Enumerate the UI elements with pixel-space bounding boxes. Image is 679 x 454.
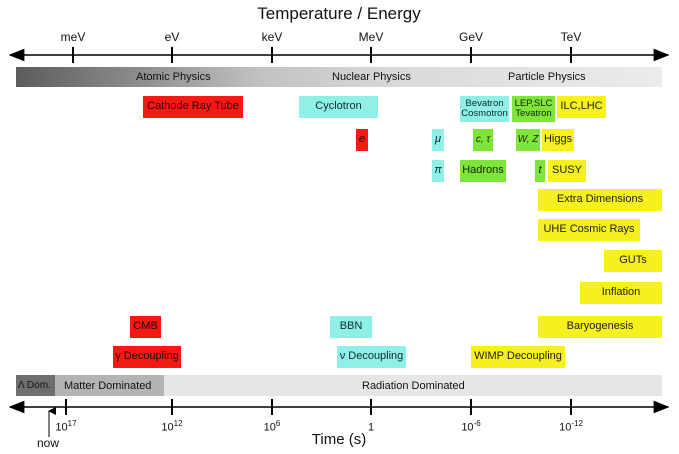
matter-dominated-label: Matter Dominated	[64, 379, 152, 392]
w-z-box: W, Z	[516, 129, 540, 151]
time-tick-1e-12: 10-12	[559, 419, 583, 434]
guts-box: GUTs	[604, 250, 662, 272]
electron-box: e	[356, 129, 368, 151]
radiation-dominated-band	[164, 375, 662, 396]
higgs-box: Higgs	[542, 129, 574, 151]
time-tick-1e17: 1017	[55, 419, 77, 434]
bbn-box: BBN	[330, 316, 372, 338]
muon-box: μ	[432, 129, 444, 151]
extra-dimensions-box: Extra Dimensions	[538, 189, 662, 211]
lambda-dominated-label: Λ Dom.	[18, 380, 51, 391]
inflation-box: Inflation	[580, 282, 662, 304]
bottom-axis-ticks	[65, 399, 572, 415]
bevatron-label: Bevatron	[465, 98, 504, 110]
tick-label-gev: GeV	[458, 30, 484, 44]
wimp-decoupling-box: WIMP Decoupling	[471, 346, 565, 368]
time-tick-1e12: 1012	[161, 419, 183, 434]
ilc-lhc-box: ILC,LHC	[557, 96, 606, 118]
baryogenesis-box: Baryogenesis	[538, 316, 662, 338]
time-tick-1e6: 106	[263, 419, 281, 434]
cyclotron-box: Cyclotron	[299, 96, 378, 118]
tick-label-ev: eV	[164, 30, 180, 44]
matter-dominated-band	[55, 375, 164, 396]
top-axis-title: Temperature / Energy	[257, 4, 421, 23]
tevatron-label: Tevatron	[515, 108, 552, 119]
tick-label-mev: meV	[60, 30, 86, 44]
susy-box: SUSY	[548, 160, 586, 182]
cosmotron-label: Cosmotron	[461, 108, 508, 119]
gamma-decoupling-box: γ Decoupling	[113, 346, 181, 368]
tick-label-mev-nuclear: MeV	[358, 30, 384, 44]
top-quark-box: t	[535, 160, 545, 182]
bottom-axis-title: Time (s)	[311, 431, 367, 448]
atomic-physics-label: Atomic Physics	[136, 71, 211, 83]
cathode-ray-tube-box: Cathode Ray Tube	[143, 96, 243, 118]
particle-physics-label: Particle Physics	[508, 71, 586, 83]
radiation-dominated-label: Radiation Dominated	[362, 379, 465, 392]
physics-band	[16, 67, 662, 87]
top-axis-ticks	[72, 47, 572, 63]
pion-box: π	[432, 160, 444, 182]
time-tick-1e-6: 10-6	[461, 419, 481, 434]
tick-label-kev: keV	[261, 30, 283, 44]
now-label: now	[37, 436, 60, 450]
hadrons-box: Hadrons	[460, 160, 506, 182]
c-tau-box: c, τ	[473, 129, 493, 151]
cmb-box: CMB	[130, 316, 161, 338]
lambda-dominated-band	[16, 375, 55, 396]
nu-decoupling-box: ν Decoupling	[337, 346, 406, 368]
lep-slc-label: LEP,SLC	[514, 98, 553, 110]
uhe-cosmic-rays-box: UHE Cosmic Rays	[538, 219, 640, 241]
lep-slc-tevatron-box: LEP,SLC Tevatron	[512, 96, 555, 122]
nuclear-physics-label: Nuclear Physics	[332, 71, 411, 83]
time-tick-1: 1	[367, 421, 375, 434]
tick-label-tev: TeV	[560, 30, 582, 44]
bevatron-cosmotron-box: Bevatron Cosmotron	[460, 96, 509, 122]
